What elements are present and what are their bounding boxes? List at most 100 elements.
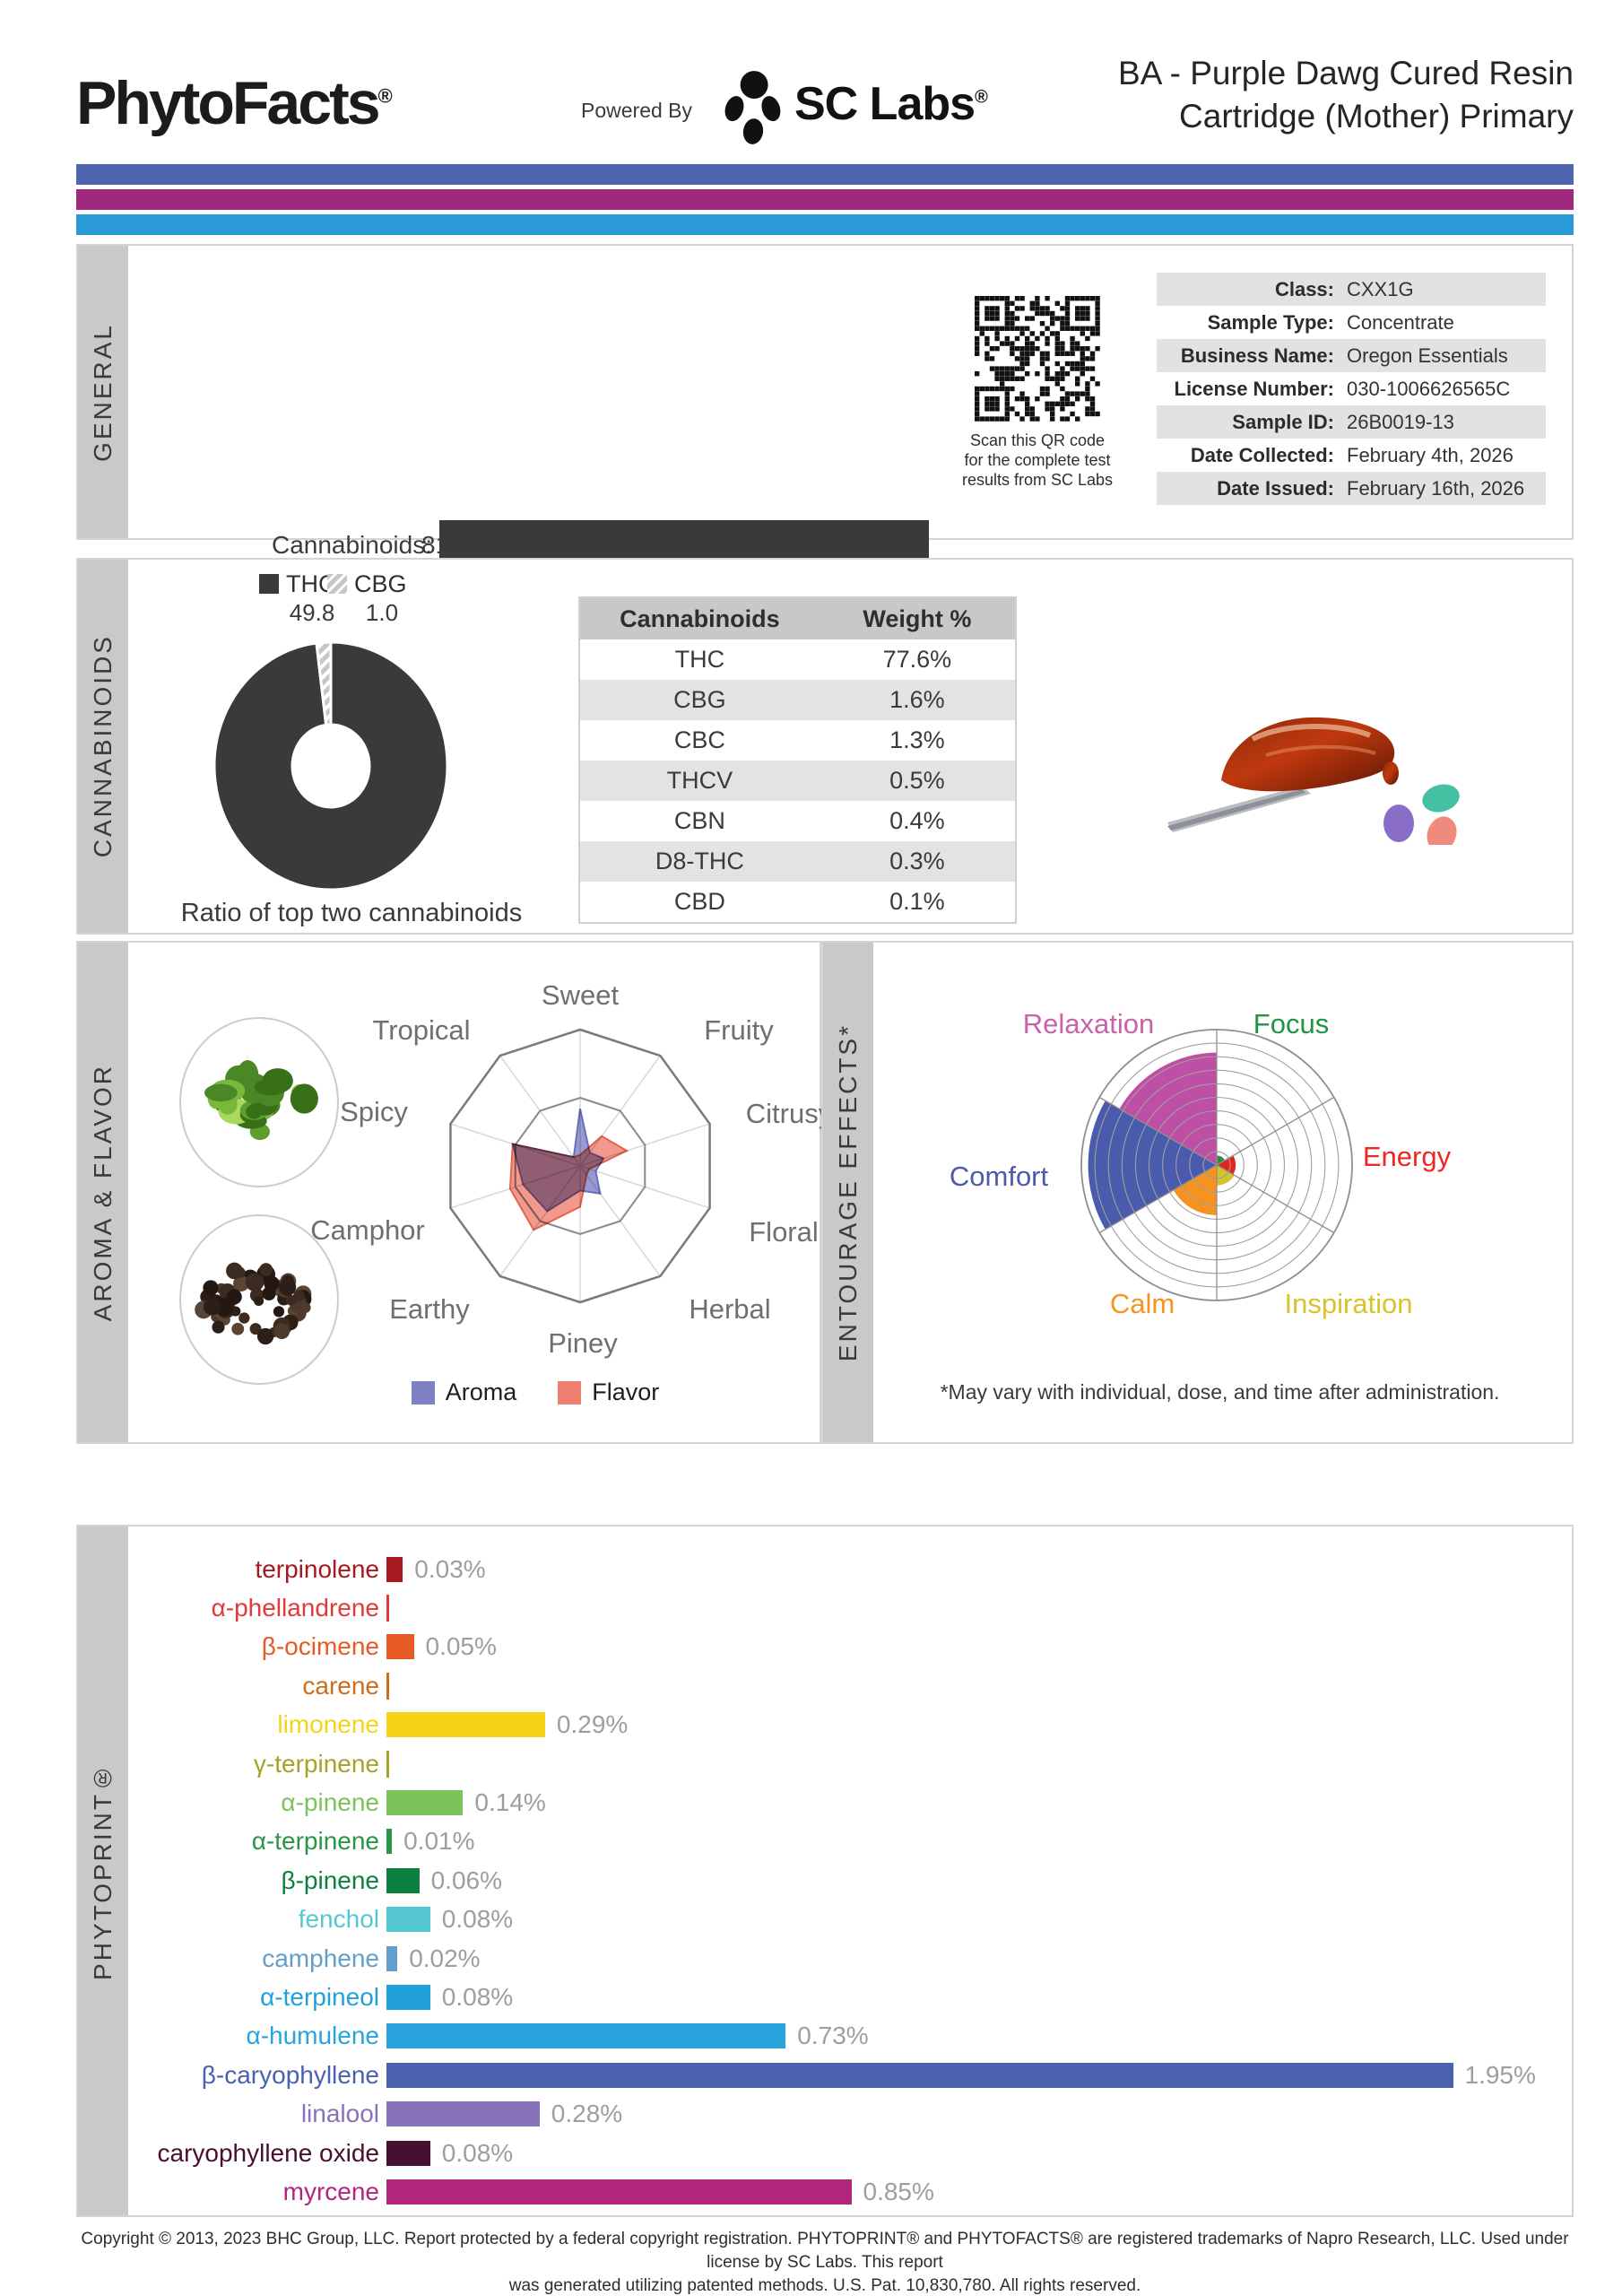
entourage-wedge-calm: [1173, 1165, 1217, 1215]
aroma-legend-label: Aroma: [445, 1378, 517, 1405]
cannabinoid-weight: 0.1%: [889, 888, 945, 915]
lab-name: SC Labs: [794, 78, 976, 130]
qr-caption-line1: Scan this QR code: [969, 431, 1106, 449]
info-row: Date Collected: February 4th, 2026: [1157, 439, 1546, 472]
info-value: Oregon Essentials: [1347, 344, 1508, 367]
cannabinoids-section-label: CANNABINOIDS: [89, 634, 117, 858]
info-label: Sample ID:: [1232, 410, 1334, 433]
terpene-value: 0.01%: [403, 1827, 475, 1856]
terpene-label: fenchol: [298, 1905, 379, 1934]
terpene-bar: [386, 1634, 414, 1660]
terpene-bar-chart: terpinolene 0.03% α-phellandrene β-ocimene 0…: [78, 1550, 1563, 2212]
radar-axis-label-fruity: Fruity: [704, 1014, 774, 1046]
peppercorn: [226, 1289, 242, 1305]
radar-legend-flavor: Flavor: [558, 1378, 659, 1406]
footer-line2: was generated utilizing patented methods…: [508, 2276, 1141, 2295]
terpene-bar: [386, 1907, 430, 1933]
general-section-label: GENERAL: [89, 322, 117, 462]
cannabinoid-name: THC: [674, 646, 725, 673]
header-stripe-indigo: [76, 164, 1574, 185]
peppercorn: [273, 1306, 285, 1318]
terpene-row: α-terpineol 0.08%: [78, 1978, 1563, 2016]
cannabinoids-section-sidebar: CANNABINOIDS: [78, 560, 128, 933]
radar-legend-aroma: Aroma: [411, 1378, 517, 1406]
info-label: License Number:: [1174, 377, 1335, 400]
hop-cone: [290, 1083, 318, 1114]
peppercorn: [254, 1295, 265, 1307]
terpene-row: terpinolene 0.03%: [78, 1550, 1563, 1588]
logo-dot-salmon: [1427, 816, 1457, 845]
peppercorn: [256, 1327, 274, 1345]
cannabinoid-table-header: Cannabinoids Weight %: [580, 598, 1015, 639]
terpene-row: carene: [78, 1666, 1563, 1705]
donut-legend-cbg-value: 1.0: [365, 599, 399, 626]
entourage-wedge-comfort: [1088, 1100, 1217, 1230]
cannabinoids-section: CANNABINOIDS THC 49.8 CBG 1.0 Ratio of t…: [76, 558, 1574, 935]
entourage-label-focus: Focus: [1253, 1008, 1330, 1039]
cannabinoids-total-label: Cannabinoids:: [271, 531, 432, 559]
terpene-value: 0.08%: [441, 1982, 514, 2011]
donut-legend-cbg-label: CBG: [354, 570, 407, 597]
info-row: Date Issued: February 16th, 2026: [1157, 472, 1546, 505]
terpene-row: β-ocimene 0.05%: [78, 1628, 1563, 1666]
terpene-bar: [386, 1712, 545, 1738]
hop-cone: [204, 1083, 238, 1102]
report-title-line2: Cartridge (Mother) Primary: [1179, 98, 1574, 135]
peppercorn: [259, 1263, 273, 1277]
radar-inner-ring: [514, 1096, 646, 1236]
radar-axis-label-tropical: Tropical: [372, 1014, 471, 1046]
terpene-label: limonene: [277, 1710, 379, 1739]
brand-registered-mark: ®: [377, 84, 393, 108]
peppercorn: [279, 1278, 297, 1296]
cannabinoid-table-row: CBG 1.6%: [580, 680, 1015, 720]
cannabinoid-weight-table: Cannabinoids Weight % THC 77.6% CBG 1.6% CBC 1.…: [578, 596, 1017, 924]
terpene-value: 0.08%: [441, 1905, 514, 1934]
terpene-label: β-ocimene: [261, 1632, 379, 1661]
entourage-section-label: ENTOURAGE EFFECTS*: [834, 1022, 862, 1362]
terpene-bar: [386, 1790, 464, 1816]
terpene-value: 0.02%: [409, 1944, 481, 1972]
qr-caption: Scan this QR code for the complete test …: [952, 430, 1123, 490]
cannabinoid-table-row: CBD 0.1%: [580, 882, 1015, 922]
general-section-sidebar: GENERAL: [78, 246, 128, 538]
terpene-row: caryophyllene oxide 0.08%: [78, 2134, 1563, 2172]
info-label: Date Issued:: [1217, 476, 1334, 500]
entourage-label-calm: Calm: [1109, 1288, 1175, 1319]
radar-axis-label-sweet: Sweet: [541, 979, 620, 1011]
flavor-legend-label: Flavor: [592, 1378, 660, 1405]
header-stripe-blue: [76, 214, 1574, 235]
resin-drip: [1383, 761, 1399, 785]
terpene-row: β-caryophyllene 1.95%: [78, 2056, 1563, 2094]
hop-cone: [246, 1104, 263, 1119]
info-value: Concentrate: [1347, 310, 1454, 334]
info-value: February 16th, 2026: [1347, 476, 1525, 500]
entourage-label-comfort: Comfort: [949, 1161, 1049, 1192]
peppercorn: [262, 1286, 276, 1300]
terpene-label: α-terpinene: [251, 1827, 379, 1856]
terpene-label: caryophyllene oxide: [157, 2138, 380, 2167]
terpene-bar: [386, 2101, 540, 2127]
terpene-bar: [386, 1945, 398, 1971]
radar-axis-label-floral: Floral: [749, 1216, 819, 1248]
powered-by-label: Powered By: [581, 99, 693, 122]
info-label: Date Collected:: [1190, 443, 1334, 466]
info-value: February 4th, 2026: [1347, 443, 1514, 466]
cannabinoid-name: THCV: [666, 767, 733, 794]
entourage-label-relaxation: Relaxation: [1022, 1008, 1155, 1039]
info-row: Sample ID: 26B0019-13: [1157, 405, 1546, 439]
entourage-sector-line: [1216, 1096, 1335, 1166]
entourage-sector-line: [1098, 1164, 1218, 1234]
cannabinoid-weight: 1.3%: [889, 726, 945, 753]
donut-hole: [291, 723, 371, 809]
terpene-label: β-pinene: [281, 1866, 379, 1894]
cannabinoid-weight: 0.4%: [889, 807, 945, 834]
cannabinoid-ratio-donut-chart: [213, 640, 449, 891]
peppercorn: [273, 1323, 291, 1340]
cannabinoid-weight: 77.6%: [882, 646, 952, 673]
cannabinoid-table-header-weight: Weight %: [863, 604, 972, 632]
aroma-flavor-section-sidebar: AROMA & FLAVOR: [78, 943, 128, 1442]
peppercorn: [233, 1275, 249, 1292]
terpene-row: fenchol 0.08%: [78, 1900, 1563, 1939]
terpene-row: α-pinene 0.14%: [78, 1783, 1563, 1822]
